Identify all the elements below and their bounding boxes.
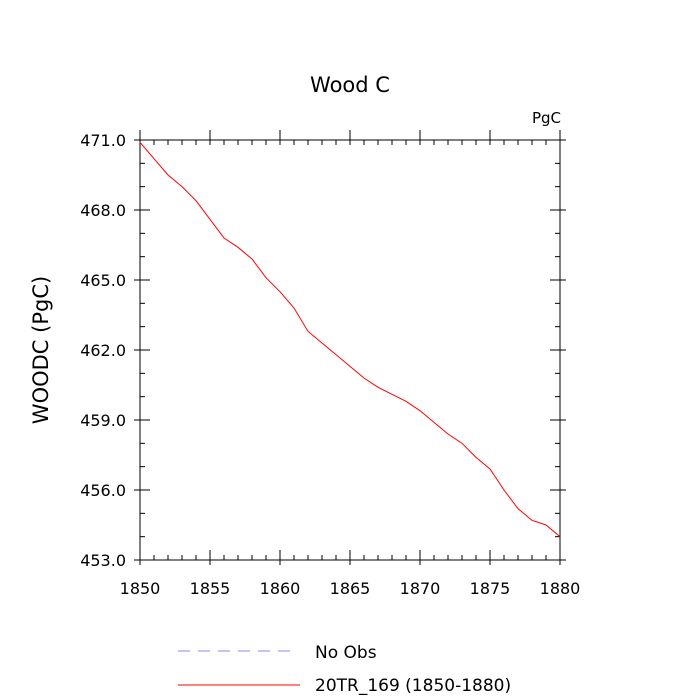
- units-label: PgC: [532, 109, 561, 127]
- legend-label-20tr-169: 20TR_169 (1850-1880): [315, 676, 511, 696]
- y-tick-label-456.0: 456.0: [80, 481, 126, 500]
- chart-title: Wood C: [310, 73, 390, 97]
- axis-ticks: [134, 130, 566, 565]
- x-tick-label-1880: 1880: [540, 579, 581, 598]
- x-tick-label-1860: 1860: [260, 579, 301, 598]
- y-axis-label: WOODC (PgC): [29, 276, 53, 424]
- legend-label-no-obs: No Obs: [315, 643, 377, 663]
- y-tick-label-465.0: 465.0: [80, 271, 126, 290]
- x-tick-label-1875: 1875: [470, 579, 511, 598]
- series-line-1: [139, 142, 561, 538]
- x-tick-label-1865: 1865: [330, 579, 371, 598]
- y-tick-label-462.0: 462.0: [80, 341, 126, 360]
- y-tick-label-471.0: 471.0: [80, 131, 126, 150]
- legend: No Obs 20TR_169 (1850-1880): [178, 643, 511, 696]
- series-lines: [139, 142, 561, 538]
- y-tick-label-459.0: 459.0: [80, 411, 126, 430]
- x-tick-label-1855: 1855: [190, 579, 231, 598]
- axis-tick-labels: 1850 1855 1860 1865 1870 1875 1880 453.0 456.0 45…: [80, 131, 580, 598]
- y-tick-label-468.0: 468.0: [80, 201, 126, 220]
- x-tick-label-1870: 1870: [400, 579, 441, 598]
- x-tick-label-1850: 1850: [120, 579, 161, 598]
- y-tick-label-453.0: 453.0: [80, 551, 126, 570]
- plot-frame: [139, 139, 561, 561]
